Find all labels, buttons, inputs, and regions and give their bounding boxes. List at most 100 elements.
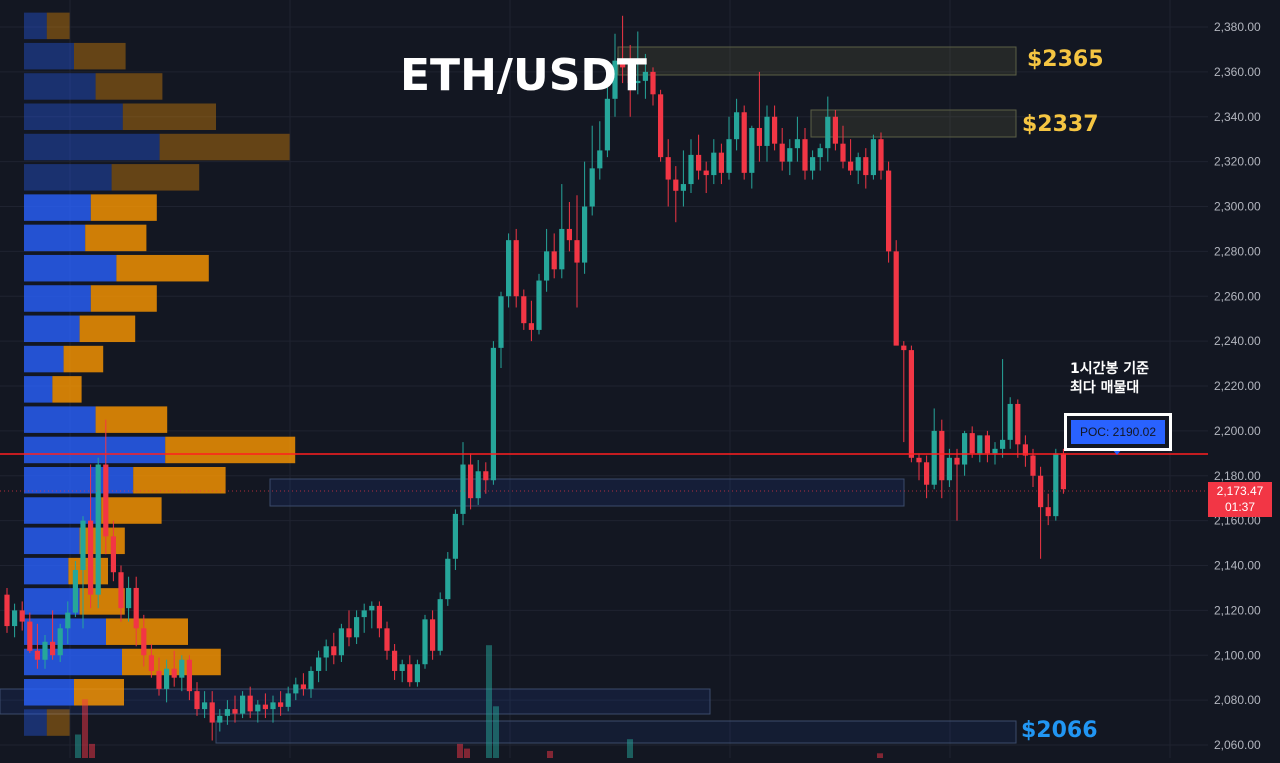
y-tick-label: 2,180.00	[1214, 469, 1261, 483]
candle-body-73	[559, 228, 565, 270]
level-label-2337: $2337	[1022, 112, 1099, 137]
candle-body-47	[361, 610, 367, 618]
volume-profile	[24, 12, 296, 736]
candle-73	[559, 184, 565, 279]
candle-body-38	[293, 684, 299, 694]
candle-18	[141, 614, 147, 667]
y-tick-label: 2,140.00	[1214, 559, 1261, 573]
vp-buy-11	[24, 345, 64, 373]
candle-body-57	[437, 599, 443, 651]
candle-111	[848, 139, 854, 176]
candle-115	[878, 132, 884, 180]
candle-body-56	[430, 619, 436, 651]
candle-body-4	[34, 650, 40, 660]
price-axis[interactable]: 2,380.00 2,360.00 2,340.00 2,320.00 2,300.00…	[1214, 20, 1261, 752]
candle-body-31	[240, 695, 246, 714]
candle-2	[19, 601, 25, 631]
candle-40	[308, 666, 314, 698]
vp-sell-9	[90, 285, 157, 312]
candle-body-74	[566, 228, 572, 241]
candle-22	[171, 650, 177, 687]
candle-body-51	[392, 650, 398, 671]
candle-33	[255, 700, 261, 723]
candle-body-109	[832, 116, 838, 144]
candle-138	[1053, 448, 1059, 521]
candle-81	[620, 15, 626, 84]
volume-bar-2	[89, 743, 95, 758]
candle-66	[506, 233, 512, 308]
vp-buy-5	[24, 164, 112, 191]
candle-body-86	[658, 94, 664, 158]
candle-71	[544, 228, 550, 292]
vp-buy-15	[24, 466, 134, 494]
candle-body-125	[954, 457, 960, 465]
candle-body-114	[870, 139, 876, 176]
candle-body-99	[756, 127, 762, 146]
candle-body-80	[612, 60, 618, 99]
candle-129	[984, 430, 990, 463]
candle-132	[1007, 397, 1013, 449]
candle-body-118	[901, 345, 907, 351]
candle-61	[468, 453, 474, 510]
candle-0	[4, 587, 10, 633]
candle-10	[80, 516, 86, 629]
candle-body-94	[718, 152, 724, 173]
candle-body-30	[232, 709, 238, 714]
y-tick-label: 2,100.00	[1214, 648, 1261, 662]
candle-body-108	[825, 116, 831, 149]
vp-sell-8	[116, 254, 209, 282]
vp-sell-14	[165, 436, 296, 464]
candle-125	[954, 448, 960, 521]
vp-sell-7	[85, 224, 147, 252]
vp-buy-4	[24, 133, 160, 161]
candle-body-20	[156, 670, 162, 689]
vp-buy-7	[24, 224, 86, 252]
candle-body-115	[878, 139, 884, 171]
candle-86	[658, 89, 664, 162]
candle-52	[399, 659, 405, 683]
candle-body-40	[308, 670, 314, 689]
candle-97	[741, 105, 747, 180]
candle-body-84	[642, 71, 648, 81]
candle-118	[901, 341, 907, 443]
candle-body-79	[604, 98, 610, 151]
candle-body-22	[171, 668, 177, 678]
current-price-badge: 2,173.47 01:37	[1208, 482, 1272, 517]
candle-27	[209, 691, 215, 741]
candle-39	[300, 673, 306, 696]
candle-95	[726, 116, 732, 180]
candle-body-88	[673, 179, 679, 191]
vp-sell-11	[63, 345, 104, 373]
candle-34	[262, 693, 268, 719]
candle-body-59	[452, 513, 458, 559]
candle-103	[787, 139, 793, 176]
candle-body-24	[186, 659, 192, 692]
candle-body-46	[354, 617, 360, 638]
candle-24	[186, 655, 192, 701]
candle-94	[718, 143, 724, 185]
candle-108	[825, 96, 831, 162]
vp-buy-21	[24, 648, 122, 676]
chart-title: ETH/USDT	[400, 50, 647, 101]
candle-133	[1015, 399, 1021, 458]
vp-sell-16	[101, 497, 162, 524]
candle-7	[57, 623, 63, 662]
candle-116	[886, 161, 892, 263]
candle-body-36	[278, 702, 284, 707]
candle-55	[422, 614, 428, 669]
candle-56	[430, 610, 436, 660]
candle-64	[490, 341, 496, 485]
candle-body-44	[338, 628, 344, 656]
candle-body-14	[110, 536, 116, 573]
y-tick-label: 2,120.00	[1214, 603, 1261, 617]
candle-body-63	[483, 471, 489, 481]
candle-body-29	[224, 709, 230, 716]
candle-body-131	[1000, 439, 1006, 449]
candle-49	[376, 601, 382, 638]
candle-54	[414, 659, 420, 687]
candle-44	[338, 623, 344, 662]
candle-30	[232, 695, 238, 723]
candle-body-77	[589, 168, 595, 207]
